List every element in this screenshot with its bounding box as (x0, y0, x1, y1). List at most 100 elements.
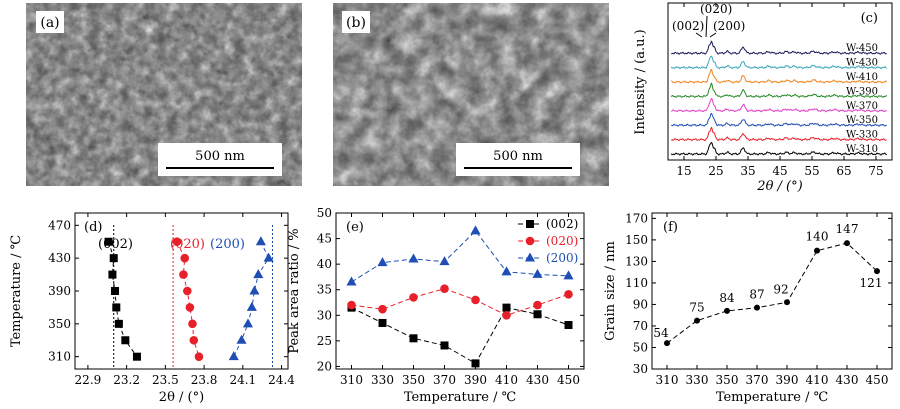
data-point-(020)-410 (502, 310, 511, 320)
data-point-(020)-310 (194, 352, 204, 361)
legend-marker-(020) (525, 236, 535, 246)
x-tick-label-d-0: 22.9 (75, 373, 102, 387)
data-point-(200)-450 (255, 236, 266, 246)
plot-frame-f (651, 212, 893, 370)
x-tick-label-c-5: 65 (836, 164, 851, 178)
x-tick-label-e-6: 430 (526, 373, 549, 387)
x-tick-label-e-1: 330 (371, 373, 394, 387)
legend-label-(020): (020) (546, 234, 578, 248)
x-axis-title-f: Temperature / ℃ (716, 390, 828, 405)
data-point-(200)-330 (236, 334, 247, 344)
y-tick-label-e-4: 40 (317, 257, 332, 271)
data-point-(200)-410 (501, 266, 512, 276)
data-label-330: 75 (689, 301, 704, 315)
data-point-390 (784, 299, 790, 306)
data-point-350 (724, 307, 730, 314)
y-tick-label-f-4: 110 (625, 276, 648, 290)
data-point-(002)-450 (104, 237, 113, 246)
x-tick-label-f-2: 350 (716, 373, 739, 387)
data-point-(200)-430 (263, 252, 274, 262)
x-tick-label-d-3: 23.8 (191, 373, 218, 387)
data-point-(200)-310 (346, 276, 357, 286)
y-tick-label-e-1: 25 (317, 334, 332, 348)
x-tick-label-c-3: 45 (772, 164, 787, 178)
data-point-370 (754, 304, 760, 311)
x-tick-label-d-1: 23.2 (113, 373, 140, 387)
peak-arrow-200 (709, 32, 717, 38)
x-tick-label-f-4: 390 (776, 373, 799, 387)
data-point-(002)-390 (471, 359, 480, 368)
series-label-W-350: W-350 (846, 115, 878, 126)
panel-label-e: (e) (346, 220, 364, 235)
y-tick-label-e-6: 50 (317, 206, 332, 220)
data-label-350: 84 (719, 291, 735, 305)
data-point-(002)-330 (378, 318, 387, 327)
data-point-(002)-430 (109, 254, 118, 263)
x-tick-label-f-7: 450 (866, 373, 889, 387)
plot-frame-e (335, 212, 585, 370)
x-axis-title-e: Temperature / ℃ (404, 390, 516, 405)
x-tick-label-f-3: 370 (746, 373, 769, 387)
series-label-W-370: W-370 (846, 101, 878, 112)
x-axis-title-c: 2θ / (°) (756, 179, 802, 194)
x-tick-label-f-0: 310 (656, 373, 679, 387)
data-point-410 (814, 247, 820, 254)
series-line-(020) (351, 288, 569, 316)
y-tick-label-d-1: 350 (48, 317, 71, 331)
data-point-(002)-370 (440, 341, 449, 350)
data-point-(200)-310 (228, 351, 239, 361)
data-point-(002)-310 (132, 352, 141, 361)
chart-c: 15 25 35 45 55 65 75 2θ / (°) Intensity / (a.u.)… (633, 2, 893, 194)
xrd-pattern-W-410 (670, 68, 888, 84)
x-tick-label-e-3: 370 (433, 373, 456, 387)
series-label-W-310: W-310 (846, 144, 878, 155)
data-point-(200)-350 (408, 253, 419, 263)
data-point-(020)-370 (440, 284, 449, 293)
xrd-pattern-W-350 (671, 112, 887, 127)
x-tick-label-c-4: 55 (804, 164, 819, 178)
data-point-(002)-430 (533, 310, 542, 319)
series-label-W-430: W-430 (846, 58, 878, 69)
x-tick-label-f-5: 410 (806, 373, 829, 387)
x-tick-label-e-4: 390 (464, 373, 487, 387)
y-axis-title-e: Peak area ratio / % (287, 228, 302, 353)
data-point-(002)-390 (111, 287, 120, 295)
peak-label-002: (002) (672, 19, 704, 33)
data-point-(200)-370 (439, 256, 450, 266)
y-tick-label-d-4: 470 (48, 218, 71, 232)
panel-label-f: (f) (663, 220, 678, 235)
data-point-(200)-350 (242, 318, 254, 328)
scale-bar-a-label: 500 nm (195, 149, 245, 164)
x-tick-label-e-7: 450 (557, 373, 580, 387)
xrd-pattern-W-330 (671, 126, 887, 142)
data-point-(020)-410 (179, 270, 188, 279)
x-tick-label-d-5: 24.4 (268, 373, 295, 387)
data-point-(002)-410 (502, 303, 511, 312)
data-point-(200)-430 (532, 268, 543, 278)
y-tick-label-f-7: 170 (625, 211, 648, 225)
legend-label-200: (200) (210, 237, 245, 252)
data-point-(020)-390 (471, 295, 480, 305)
peak-arrow-002 (695, 32, 703, 38)
data-point-(200)-370 (246, 301, 257, 311)
legend-label-(200): (200) (546, 251, 578, 265)
y-tick-label-e-0: 20 (317, 359, 332, 373)
xrd-pattern-W-310 (670, 141, 887, 156)
legend-label-002: (002) (98, 237, 133, 252)
scale-bar-b-label: 500 nm (493, 149, 543, 164)
series-line-grain-size (666, 242, 878, 344)
data-point-(200)-410 (253, 269, 264, 279)
panel-label-a: (a) (40, 15, 59, 31)
data-label-370: 87 (749, 288, 764, 302)
xrd-pattern-W-390 (670, 82, 887, 99)
chart-e: 310 330 350 370 390 410 430 450 20 25 30 35 40 45 50 Te… (287, 206, 585, 405)
sem-image-b: (b) 500 nm (333, 3, 609, 186)
y-tick-label-f-6: 150 (625, 233, 648, 247)
y-axis-title-f: Grain size / nm (603, 241, 618, 341)
panel-label-b: (b) (346, 15, 366, 31)
xrd-pattern-W-370 (670, 97, 888, 113)
chart-f: 310 330 350 370 390 410 430 450 30 50 70 90 110 130 15… (603, 211, 893, 405)
data-point-(020)-390 (183, 286, 192, 296)
x-tick-label-e-5: 410 (495, 373, 518, 387)
